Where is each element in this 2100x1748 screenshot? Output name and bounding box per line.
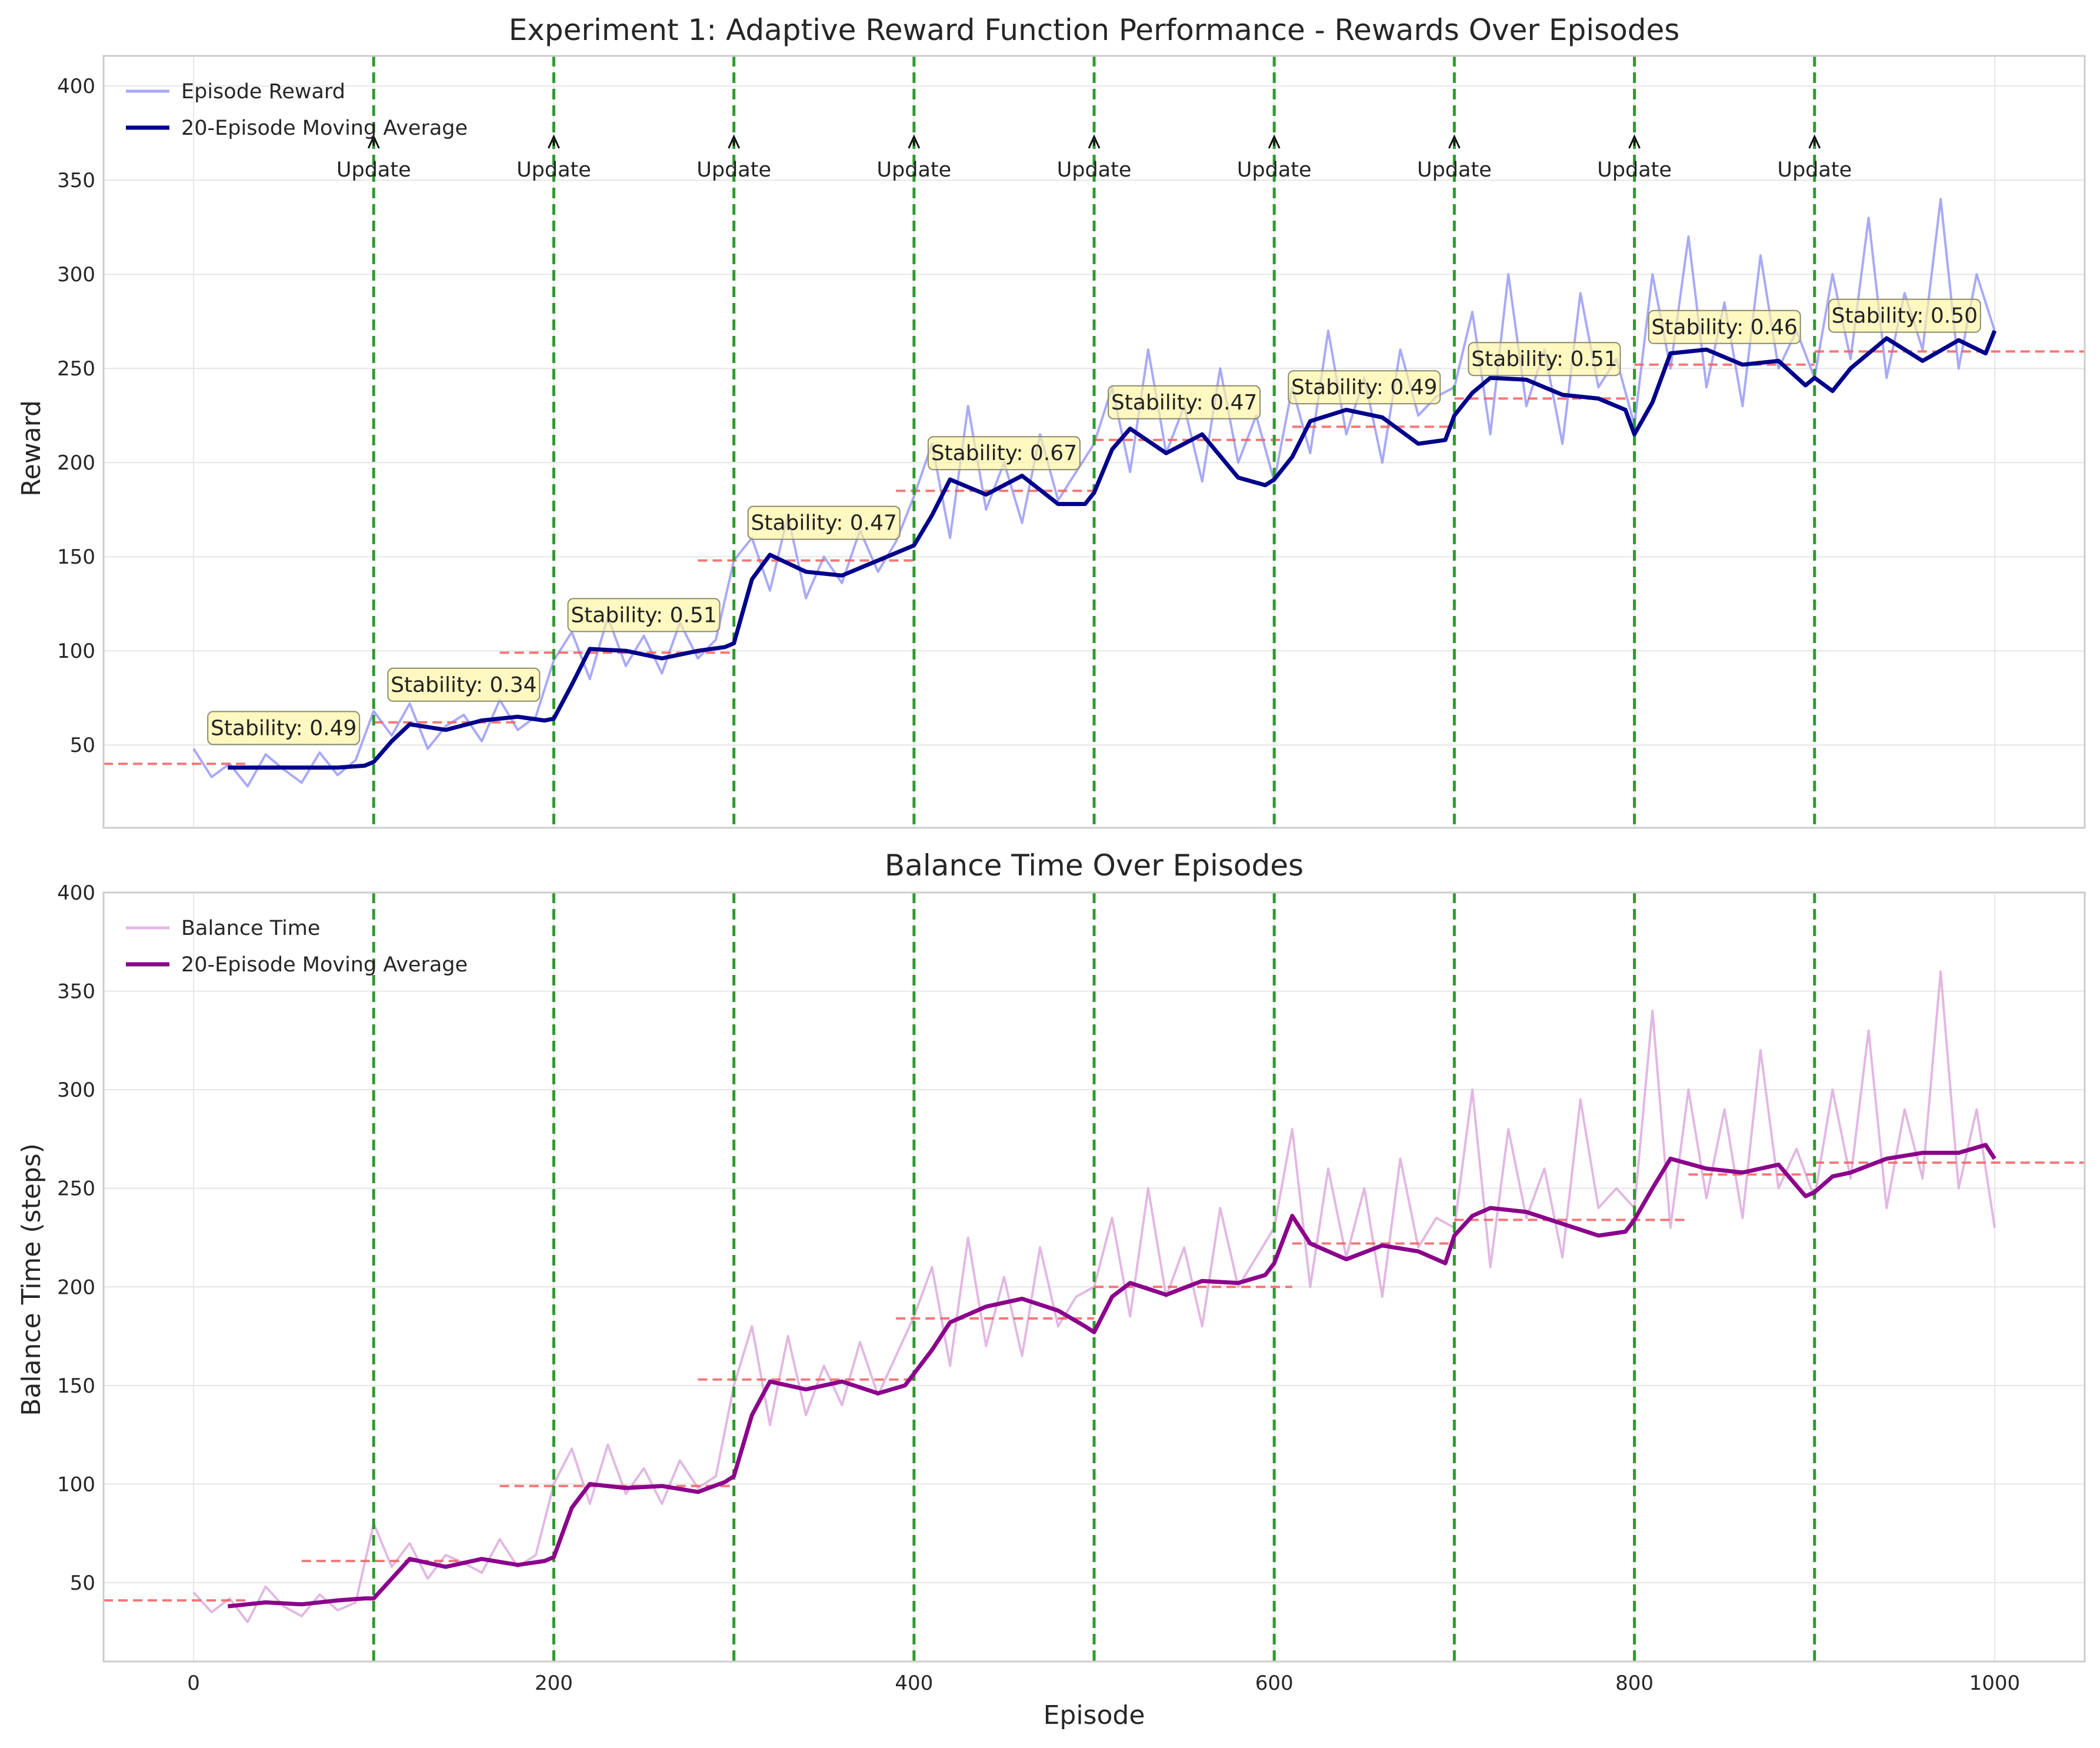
update-label: Update xyxy=(1777,158,1852,182)
stability-label: Stability: 0.67 xyxy=(931,441,1077,465)
moving-average-line xyxy=(228,329,1997,770)
update-label: Update xyxy=(1237,158,1312,182)
stability-box xyxy=(1828,298,1981,333)
stability-label: Stability: 0.46 xyxy=(1651,315,1797,339)
update-arrow-head xyxy=(548,134,560,149)
y-tick-label: 300 xyxy=(57,263,95,287)
legend-label-raw: Episode Reward xyxy=(181,80,345,104)
y-tick-label: 150 xyxy=(57,545,95,569)
stability-label: Stability: 0.51 xyxy=(1471,347,1617,371)
stability-box xyxy=(927,436,1081,471)
plot-frame xyxy=(102,891,2086,1663)
y-tick-label: 350 xyxy=(57,169,95,192)
legend-label-raw: Balance Time xyxy=(181,917,320,940)
stability-label: Stability: 0.49 xyxy=(211,716,356,740)
balance-panel: Balance Time Over Episodes Balance Time … xyxy=(16,848,2086,1730)
stability-box xyxy=(1648,309,1801,344)
stability-box xyxy=(747,505,901,540)
update-label: Update xyxy=(1057,158,1132,182)
episode-x-axis-label: Episode xyxy=(1044,1700,1145,1730)
y-tick-label: 400 xyxy=(57,75,95,98)
x-tick-label: 1000 xyxy=(1969,1672,2021,1695)
x-tick-label: 400 xyxy=(895,1672,933,1695)
legend-label-avg: 20-Episode Moving Average xyxy=(181,116,468,140)
stability-label: Stability: 0.51 xyxy=(571,603,716,627)
update-label: Update xyxy=(1417,158,1492,182)
y-tick-label: 50 xyxy=(70,734,95,757)
x-tick-label: 600 xyxy=(1255,1672,1294,1695)
update-label: Update xyxy=(336,158,411,182)
update-label: Update xyxy=(876,158,951,182)
update-label: Update xyxy=(696,158,771,182)
update-arrow-head xyxy=(1448,134,1461,149)
stability-box xyxy=(387,667,541,702)
y-tick-label: 250 xyxy=(57,1177,95,1201)
balance-chart-title: Balance Time Over Episodes xyxy=(885,848,1304,883)
stability-label: Stability: 0.50 xyxy=(1832,304,1978,328)
update-arrow-head xyxy=(728,134,741,149)
stability-box xyxy=(1288,370,1441,405)
stability-box xyxy=(207,711,361,745)
y-tick-label: 350 xyxy=(57,980,95,1004)
update-arrow-head xyxy=(908,134,921,149)
stability-label: Stability: 0.47 xyxy=(1111,391,1257,415)
stability-label: Stability: 0.47 xyxy=(751,511,897,535)
y-tick-label: 250 xyxy=(57,357,95,381)
stability-label: Stability: 0.34 xyxy=(391,673,536,697)
y-tick-label: 200 xyxy=(57,451,95,475)
x-tick-label: 200 xyxy=(535,1672,573,1695)
y-tick-label: 400 xyxy=(57,881,95,905)
balance-y-axis-label: Balance Time (steps) xyxy=(16,1143,46,1416)
update-label: Update xyxy=(1597,158,1672,182)
reward-y-axis-label: Reward xyxy=(16,400,46,497)
x-tick-label: 0 xyxy=(187,1672,200,1695)
update-arrow-head xyxy=(1808,134,1821,149)
stability-box xyxy=(1108,385,1261,419)
stability-label: Stability: 0.49 xyxy=(1291,375,1437,399)
moving-average-line xyxy=(227,1143,1996,1609)
y-tick-label: 100 xyxy=(57,640,95,663)
y-tick-label: 200 xyxy=(57,1276,95,1299)
y-tick-label: 50 xyxy=(70,1571,95,1595)
update-label: Update xyxy=(516,158,591,182)
update-arrow-head xyxy=(1088,134,1101,149)
update-arrow-head xyxy=(367,134,380,149)
plot-frame xyxy=(102,55,2086,829)
stability-box xyxy=(1468,342,1621,377)
y-tick-label: 150 xyxy=(57,1374,95,1398)
update-arrow-head xyxy=(1628,134,1641,149)
y-tick-label: 100 xyxy=(57,1473,95,1496)
legend-label-avg: 20-Episode Moving Average xyxy=(181,953,468,977)
y-tick-label: 300 xyxy=(57,1078,95,1102)
update-arrow-head xyxy=(1268,134,1281,149)
x-tick-label: 800 xyxy=(1615,1672,1654,1695)
reward-chart-title: Experiment 1: Adaptive Reward Function P… xyxy=(509,13,1680,47)
stability-box xyxy=(567,598,721,632)
reward-panel: Experiment 1: Adaptive Reward Function P… xyxy=(16,13,2086,829)
